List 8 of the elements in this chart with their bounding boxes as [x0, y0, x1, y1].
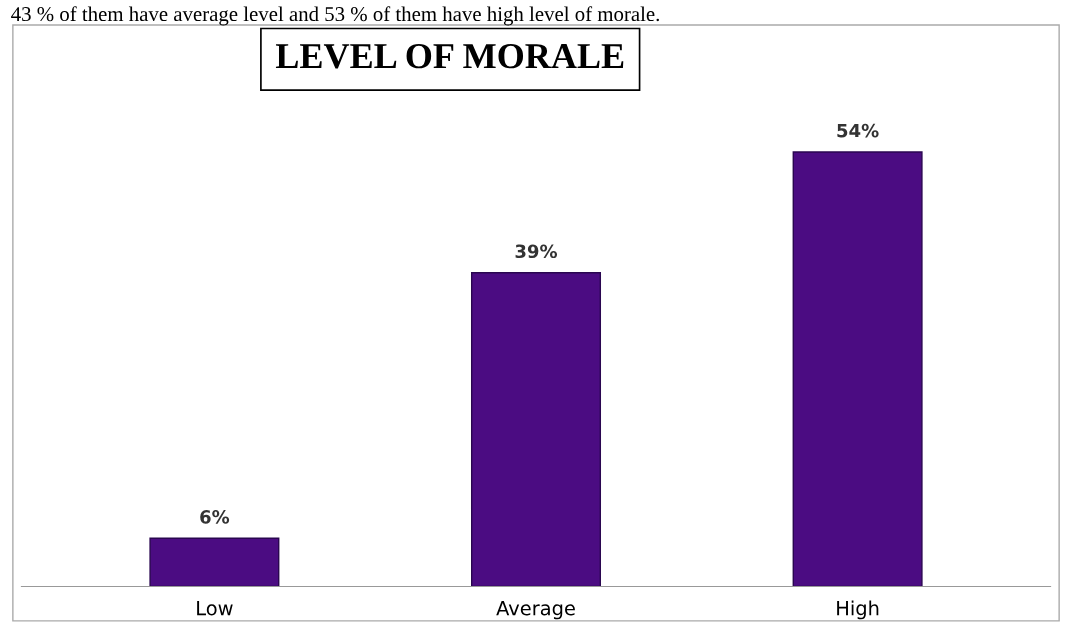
data-label: 6%: [200, 510, 230, 524]
chart-title: LEVEL OF MORALE: [275, 44, 624, 69]
data-label: 54%: [837, 123, 879, 138]
text: 43 % of them have average level and 53 % of them have high level of morale.: [11, 6, 659, 26]
x-tick-label: Average: [496, 601, 575, 620]
x-tick-label: High: [837, 600, 879, 620]
data-label: 39%: [515, 244, 558, 259]
x-tick-label: Low: [197, 601, 233, 616]
